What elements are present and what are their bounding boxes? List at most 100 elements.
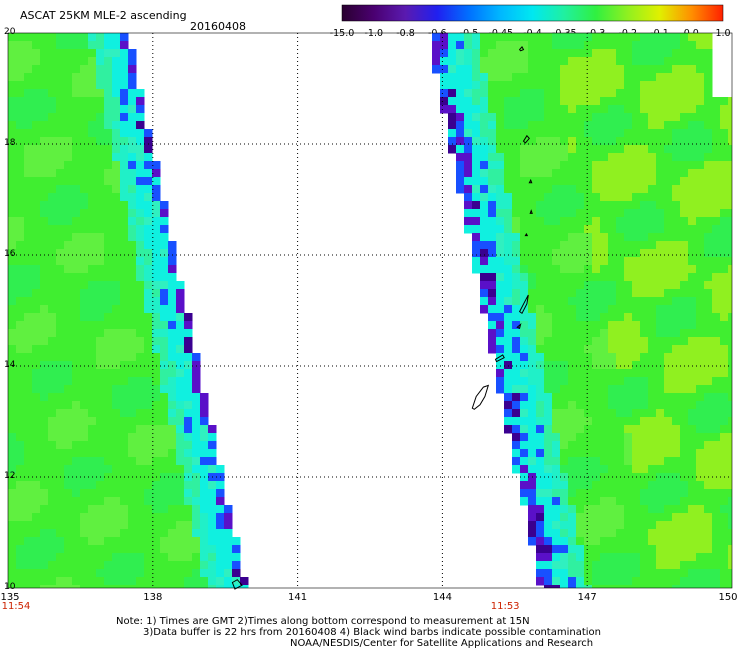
wind-cell bbox=[504, 377, 513, 386]
wind-cell bbox=[176, 545, 185, 554]
wind-cell bbox=[528, 49, 537, 58]
wind-cell bbox=[504, 305, 513, 314]
wind-cell bbox=[64, 329, 73, 338]
wind-cell bbox=[584, 385, 593, 394]
wind-cell bbox=[632, 177, 641, 186]
wind-cell bbox=[584, 401, 593, 410]
wind-cell bbox=[616, 65, 625, 74]
wind-cell bbox=[128, 521, 137, 530]
wind-cell bbox=[728, 113, 732, 122]
wind-cell bbox=[544, 209, 553, 218]
wind-cell bbox=[504, 161, 513, 170]
wind-cell bbox=[712, 345, 721, 354]
wind-cell bbox=[64, 217, 73, 226]
wind-cell bbox=[152, 569, 161, 578]
wind-cell bbox=[688, 489, 697, 498]
wind-cell bbox=[32, 585, 41, 588]
wind-cell bbox=[512, 41, 521, 50]
wind-cell bbox=[512, 217, 521, 226]
wind-cell bbox=[152, 241, 161, 250]
wind-cell bbox=[576, 505, 585, 514]
wind-cell bbox=[136, 289, 145, 298]
wind-cell bbox=[632, 57, 641, 66]
wind-cell bbox=[16, 281, 25, 290]
wind-cell bbox=[24, 425, 33, 434]
wind-cell bbox=[96, 465, 105, 474]
wind-cell bbox=[64, 161, 73, 170]
wind-cell bbox=[48, 561, 57, 570]
wind-cell bbox=[520, 409, 529, 418]
wind-cell bbox=[696, 289, 705, 298]
wind-cell bbox=[728, 201, 732, 210]
wind-cell bbox=[440, 41, 449, 50]
wind-cell bbox=[592, 241, 601, 250]
wind-cell bbox=[80, 201, 89, 210]
wind-cell bbox=[472, 49, 481, 58]
wind-cell bbox=[720, 441, 729, 450]
wind-cell bbox=[168, 545, 177, 554]
wind-cell bbox=[104, 177, 113, 186]
wind-cell bbox=[128, 377, 137, 386]
wind-cell bbox=[696, 337, 705, 346]
wind-cell bbox=[8, 297, 17, 306]
wind-cell bbox=[592, 81, 601, 90]
wind-cell bbox=[624, 209, 633, 218]
wind-cell bbox=[648, 241, 657, 250]
wind-cell bbox=[576, 81, 585, 90]
wind-cell bbox=[136, 161, 145, 170]
wind-cell bbox=[96, 521, 105, 530]
wind-cell bbox=[688, 441, 697, 450]
wind-cell bbox=[544, 409, 553, 418]
wind-cell bbox=[112, 265, 121, 274]
wind-cell bbox=[96, 209, 105, 218]
wind-cell bbox=[160, 209, 169, 218]
wind-cell bbox=[80, 169, 89, 178]
wind-cell bbox=[696, 193, 705, 202]
wind-cell bbox=[656, 585, 665, 588]
wind-cell bbox=[512, 321, 521, 330]
wind-cell bbox=[592, 425, 601, 434]
wind-cell bbox=[528, 505, 537, 514]
wind-cell bbox=[40, 225, 49, 234]
wind-cell bbox=[656, 521, 665, 530]
wind-cell bbox=[184, 417, 193, 426]
wind-cell bbox=[616, 129, 625, 138]
wind-cell bbox=[520, 33, 529, 42]
wind-cell bbox=[8, 529, 17, 538]
wind-cell bbox=[456, 49, 465, 58]
wind-cell bbox=[560, 425, 569, 434]
wind-cell bbox=[632, 393, 641, 402]
wind-cell bbox=[584, 569, 593, 578]
wind-cell bbox=[624, 161, 633, 170]
wind-cell bbox=[176, 441, 185, 450]
wind-cell bbox=[656, 57, 665, 66]
wind-cell bbox=[680, 161, 689, 170]
wind-cell bbox=[528, 249, 537, 258]
wind-cell bbox=[40, 89, 49, 98]
wind-cell bbox=[552, 49, 561, 58]
wind-cell bbox=[688, 81, 697, 90]
wind-cell bbox=[8, 265, 17, 274]
wind-cell bbox=[592, 537, 601, 546]
wind-cell bbox=[664, 257, 673, 266]
wind-cell bbox=[488, 281, 497, 290]
wind-cell bbox=[16, 545, 25, 554]
wind-cell bbox=[496, 249, 505, 258]
wind-cell bbox=[672, 41, 681, 50]
wind-cell bbox=[664, 193, 673, 202]
wind-cell bbox=[672, 529, 681, 538]
wind-cell bbox=[640, 505, 649, 514]
wind-cell bbox=[472, 241, 481, 250]
wind-cell bbox=[608, 137, 617, 146]
wind-cell bbox=[584, 217, 593, 226]
wind-cell bbox=[672, 97, 681, 106]
wind-cell bbox=[712, 137, 721, 146]
wind-cell bbox=[32, 153, 41, 162]
wind-cell bbox=[216, 545, 225, 554]
wind-cell bbox=[560, 241, 569, 250]
wind-cell bbox=[680, 273, 689, 282]
wind-cell bbox=[488, 153, 497, 162]
wind-cell bbox=[616, 385, 625, 394]
wind-cell bbox=[16, 217, 25, 226]
wind-cell bbox=[536, 393, 545, 402]
